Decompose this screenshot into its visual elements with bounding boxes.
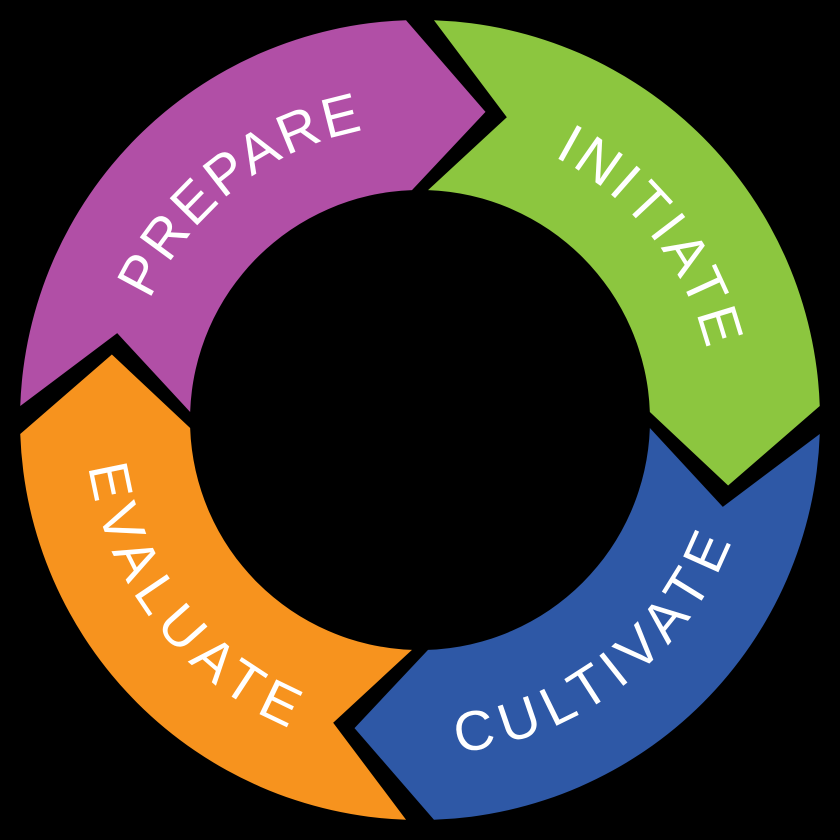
segment-prepare	[20, 20, 485, 412]
segment-initiate	[428, 20, 820, 485]
segment-cultivate	[355, 428, 820, 820]
cycle-diagram: PREPAREINITIATECULTIVATEEVALUATE	[0, 0, 840, 840]
segment-evaluate	[20, 355, 412, 820]
